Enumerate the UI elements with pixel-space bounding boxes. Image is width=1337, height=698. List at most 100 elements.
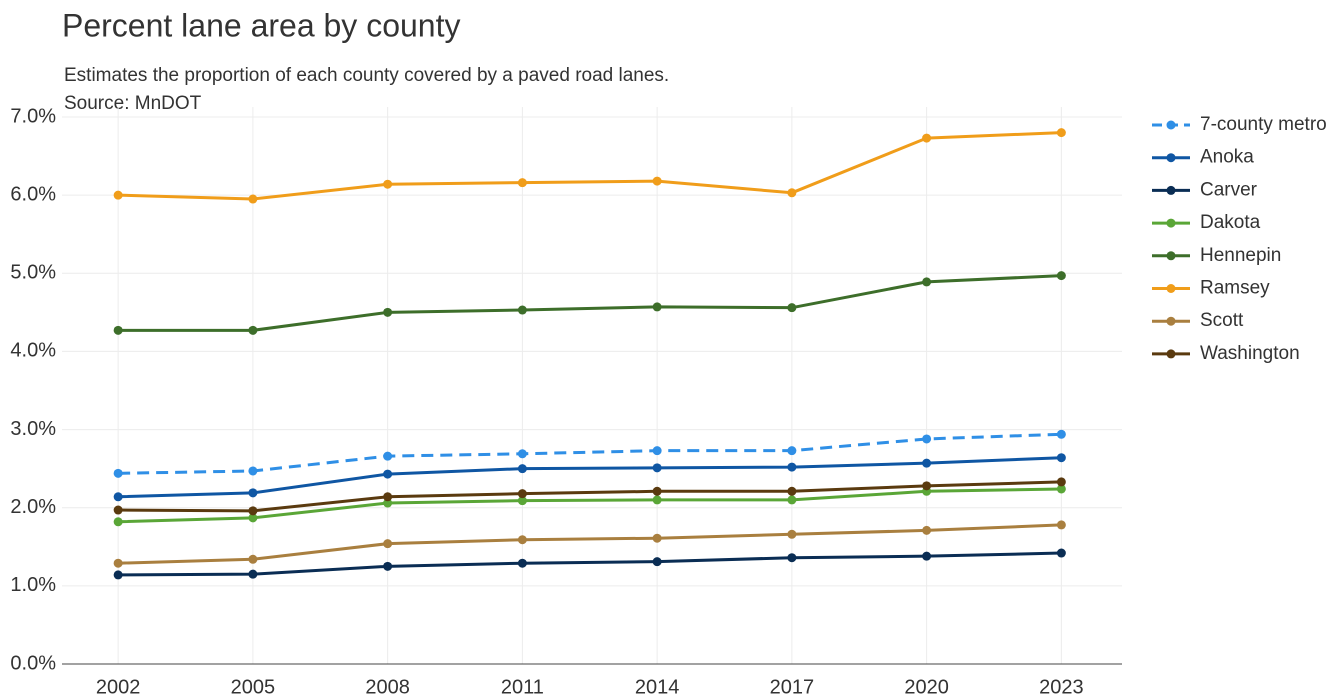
series-point [652, 557, 662, 567]
series-point [787, 553, 797, 563]
series-point [383, 498, 393, 508]
series-point [248, 506, 258, 516]
series-point [248, 466, 258, 476]
x-tick-label: 2011 [501, 676, 544, 698]
chart-source: Source: MnDOT [64, 93, 202, 114]
series-point [248, 569, 258, 579]
series-point [517, 558, 527, 568]
series-point [652, 446, 662, 456]
series-point [383, 179, 393, 189]
legend-label: Anoka [1200, 147, 1254, 168]
series-point [113, 558, 123, 568]
legend-marker [1166, 120, 1176, 130]
series-line [118, 523, 1062, 565]
legend-label: Washington [1200, 343, 1300, 364]
series-point [787, 486, 797, 496]
series-line [118, 131, 1062, 201]
series-point [922, 525, 932, 535]
y-tick-label: 6.0% [10, 183, 56, 205]
series-point [922, 277, 932, 287]
series-point [787, 462, 797, 472]
series-point [248, 488, 258, 498]
x-tick-label: 2014 [635, 676, 680, 698]
legend-label: Ramsey [1200, 278, 1270, 299]
series-point [517, 489, 527, 499]
x-tick-label: 2008 [365, 676, 410, 698]
series-point [383, 539, 393, 549]
series-point [787, 446, 797, 456]
legend-label: Hennepin [1200, 245, 1281, 266]
series-point [517, 535, 527, 545]
series-point [1056, 548, 1066, 558]
series-point [113, 190, 123, 200]
series-point [652, 533, 662, 543]
series-point [517, 178, 527, 188]
legend-label: 7-county metro [1200, 114, 1327, 135]
series-point [1056, 429, 1066, 439]
series-point [113, 468, 123, 478]
series-point [922, 434, 932, 444]
y-tick-label: 0.0% [10, 652, 56, 674]
x-tick-label: 2023 [1039, 676, 1084, 698]
legend-marker [1166, 316, 1176, 326]
series-point [922, 481, 932, 491]
legend-marker [1166, 153, 1176, 163]
y-tick-label: 1.0% [10, 574, 56, 596]
series-point [383, 492, 393, 502]
chart-title: Percent lane area by county [62, 7, 460, 43]
y-tick-label: 2.0% [10, 496, 56, 518]
series-line [118, 432, 1062, 475]
series-line [118, 551, 1062, 577]
series-point [922, 458, 932, 468]
series-line [118, 487, 1062, 524]
legend-label: Dakota [1200, 212, 1261, 233]
series-point [1056, 477, 1066, 487]
series-point [922, 551, 932, 561]
series-point [248, 513, 258, 523]
series-point [1056, 520, 1066, 530]
series-point [113, 505, 123, 515]
series-point [1056, 271, 1066, 281]
x-tick-label: 2005 [231, 676, 276, 698]
series-point [652, 176, 662, 186]
legend-label: Carver [1200, 179, 1258, 200]
series-point [652, 495, 662, 505]
series-point [383, 451, 393, 461]
y-tick-label: 5.0% [10, 262, 56, 284]
series-point [922, 133, 932, 143]
chart-subtitle: Estimates the proportion of each county … [64, 65, 669, 86]
x-tick-label: 2017 [770, 676, 815, 698]
series-point [787, 188, 797, 198]
series-point [652, 486, 662, 496]
series-point [383, 307, 393, 317]
legend-marker [1166, 284, 1176, 293]
series-point [652, 463, 662, 473]
series-line [118, 456, 1062, 499]
series-point [113, 570, 123, 580]
series-point [517, 305, 527, 315]
series-point [248, 554, 258, 564]
legend-marker [1166, 349, 1176, 359]
series-point [652, 302, 662, 312]
x-tick-label: 2002 [96, 676, 141, 698]
series-point [113, 325, 123, 335]
series-point [383, 469, 393, 479]
legend-marker [1166, 218, 1176, 228]
series-point [787, 529, 797, 539]
series-point [1056, 453, 1066, 463]
legend-marker [1166, 251, 1176, 261]
series-point [1056, 484, 1066, 494]
series-point [248, 325, 258, 335]
series-point [517, 449, 527, 459]
series-point [517, 464, 527, 474]
series-line [118, 480, 1062, 513]
series-point [383, 561, 393, 571]
series-point [787, 495, 797, 505]
y-tick-label: 7.0% [10, 105, 56, 127]
series-point [113, 492, 123, 502]
series-point [517, 496, 527, 506]
y-tick-label: 3.0% [10, 418, 56, 440]
series-point [787, 303, 797, 313]
series-line [118, 274, 1062, 332]
